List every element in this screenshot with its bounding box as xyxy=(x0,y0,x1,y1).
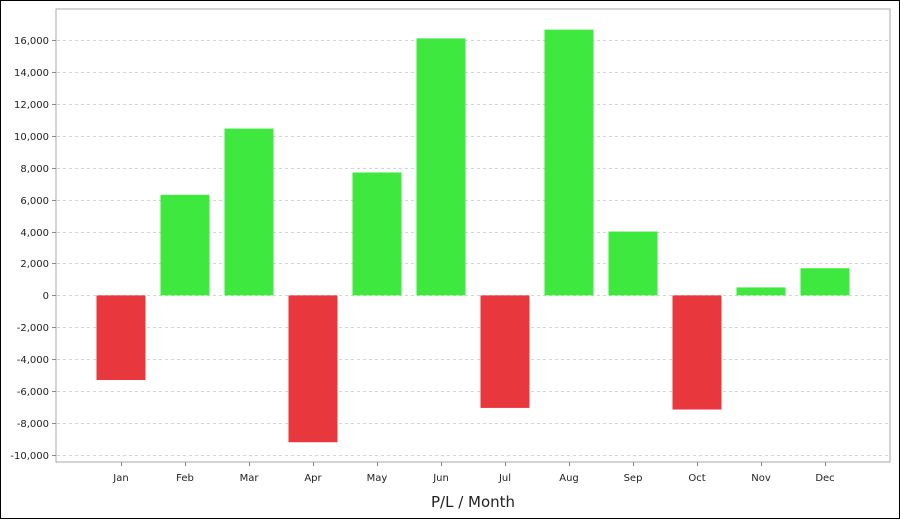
y-tick-label: -4,000 xyxy=(17,355,49,366)
bar-may xyxy=(352,172,402,296)
y-tick-label: 16,000 xyxy=(14,36,49,47)
y-axis-ticks: -10,000 -8,000 -6,000 -4,000 -2,000 0 2,000 4,0… xyxy=(10,36,56,462)
y-tick-label: 14,000 xyxy=(14,68,49,79)
bar-feb xyxy=(160,194,210,296)
x-tick-label-apr: Apr xyxy=(304,473,322,484)
bar-jul xyxy=(480,295,530,408)
y-tick-label: 6,000 xyxy=(20,196,49,207)
y-tick-label: -6,000 xyxy=(17,387,49,398)
bar-sep xyxy=(608,231,658,296)
x-tick-label-sep: Sep xyxy=(624,473,643,484)
x-tick-label-feb: Feb xyxy=(176,473,194,484)
bar-jun xyxy=(416,38,466,296)
y-tick-label: 8,000 xyxy=(20,164,49,175)
x-tick-label-may: May xyxy=(367,473,388,484)
x-tick-label-nov: Nov xyxy=(751,473,771,484)
bar-dec xyxy=(800,268,850,296)
bars xyxy=(96,29,850,443)
x-tick-label-dec: Dec xyxy=(815,473,834,484)
x-tick-label-mar: Mar xyxy=(240,473,260,484)
x-tick-label-jun: Jun xyxy=(432,473,449,484)
x-axis-label: P/L / Month xyxy=(431,493,515,511)
y-tick-label: 4,000 xyxy=(20,228,49,239)
bar-oct xyxy=(672,295,722,410)
y-tick-label: -8,000 xyxy=(17,419,49,430)
x-axis-ticks: Jan Feb Mar Apr May Jun Jul Aug Sep Oct Nov Dec xyxy=(112,462,835,484)
x-tick-label-oct: Oct xyxy=(688,473,705,484)
y-tick-label: -10,000 xyxy=(10,451,49,462)
bar-jan xyxy=(96,295,146,380)
y-tick-label: 0 xyxy=(43,291,49,302)
y-tick-label: 12,000 xyxy=(14,100,49,111)
y-tick-label: -2,000 xyxy=(17,323,49,334)
bar-aug xyxy=(544,29,594,296)
y-tick-label: 10,000 xyxy=(14,132,49,143)
y-tick-label: 2,000 xyxy=(20,259,49,270)
x-tick-label-aug: Aug xyxy=(559,473,579,484)
bar-mar xyxy=(224,128,274,296)
bar-nov xyxy=(736,287,786,296)
x-tick-label-jul: Jul xyxy=(498,473,511,484)
x-tick-label-jan: Jan xyxy=(112,473,128,484)
bar-apr xyxy=(288,295,338,443)
